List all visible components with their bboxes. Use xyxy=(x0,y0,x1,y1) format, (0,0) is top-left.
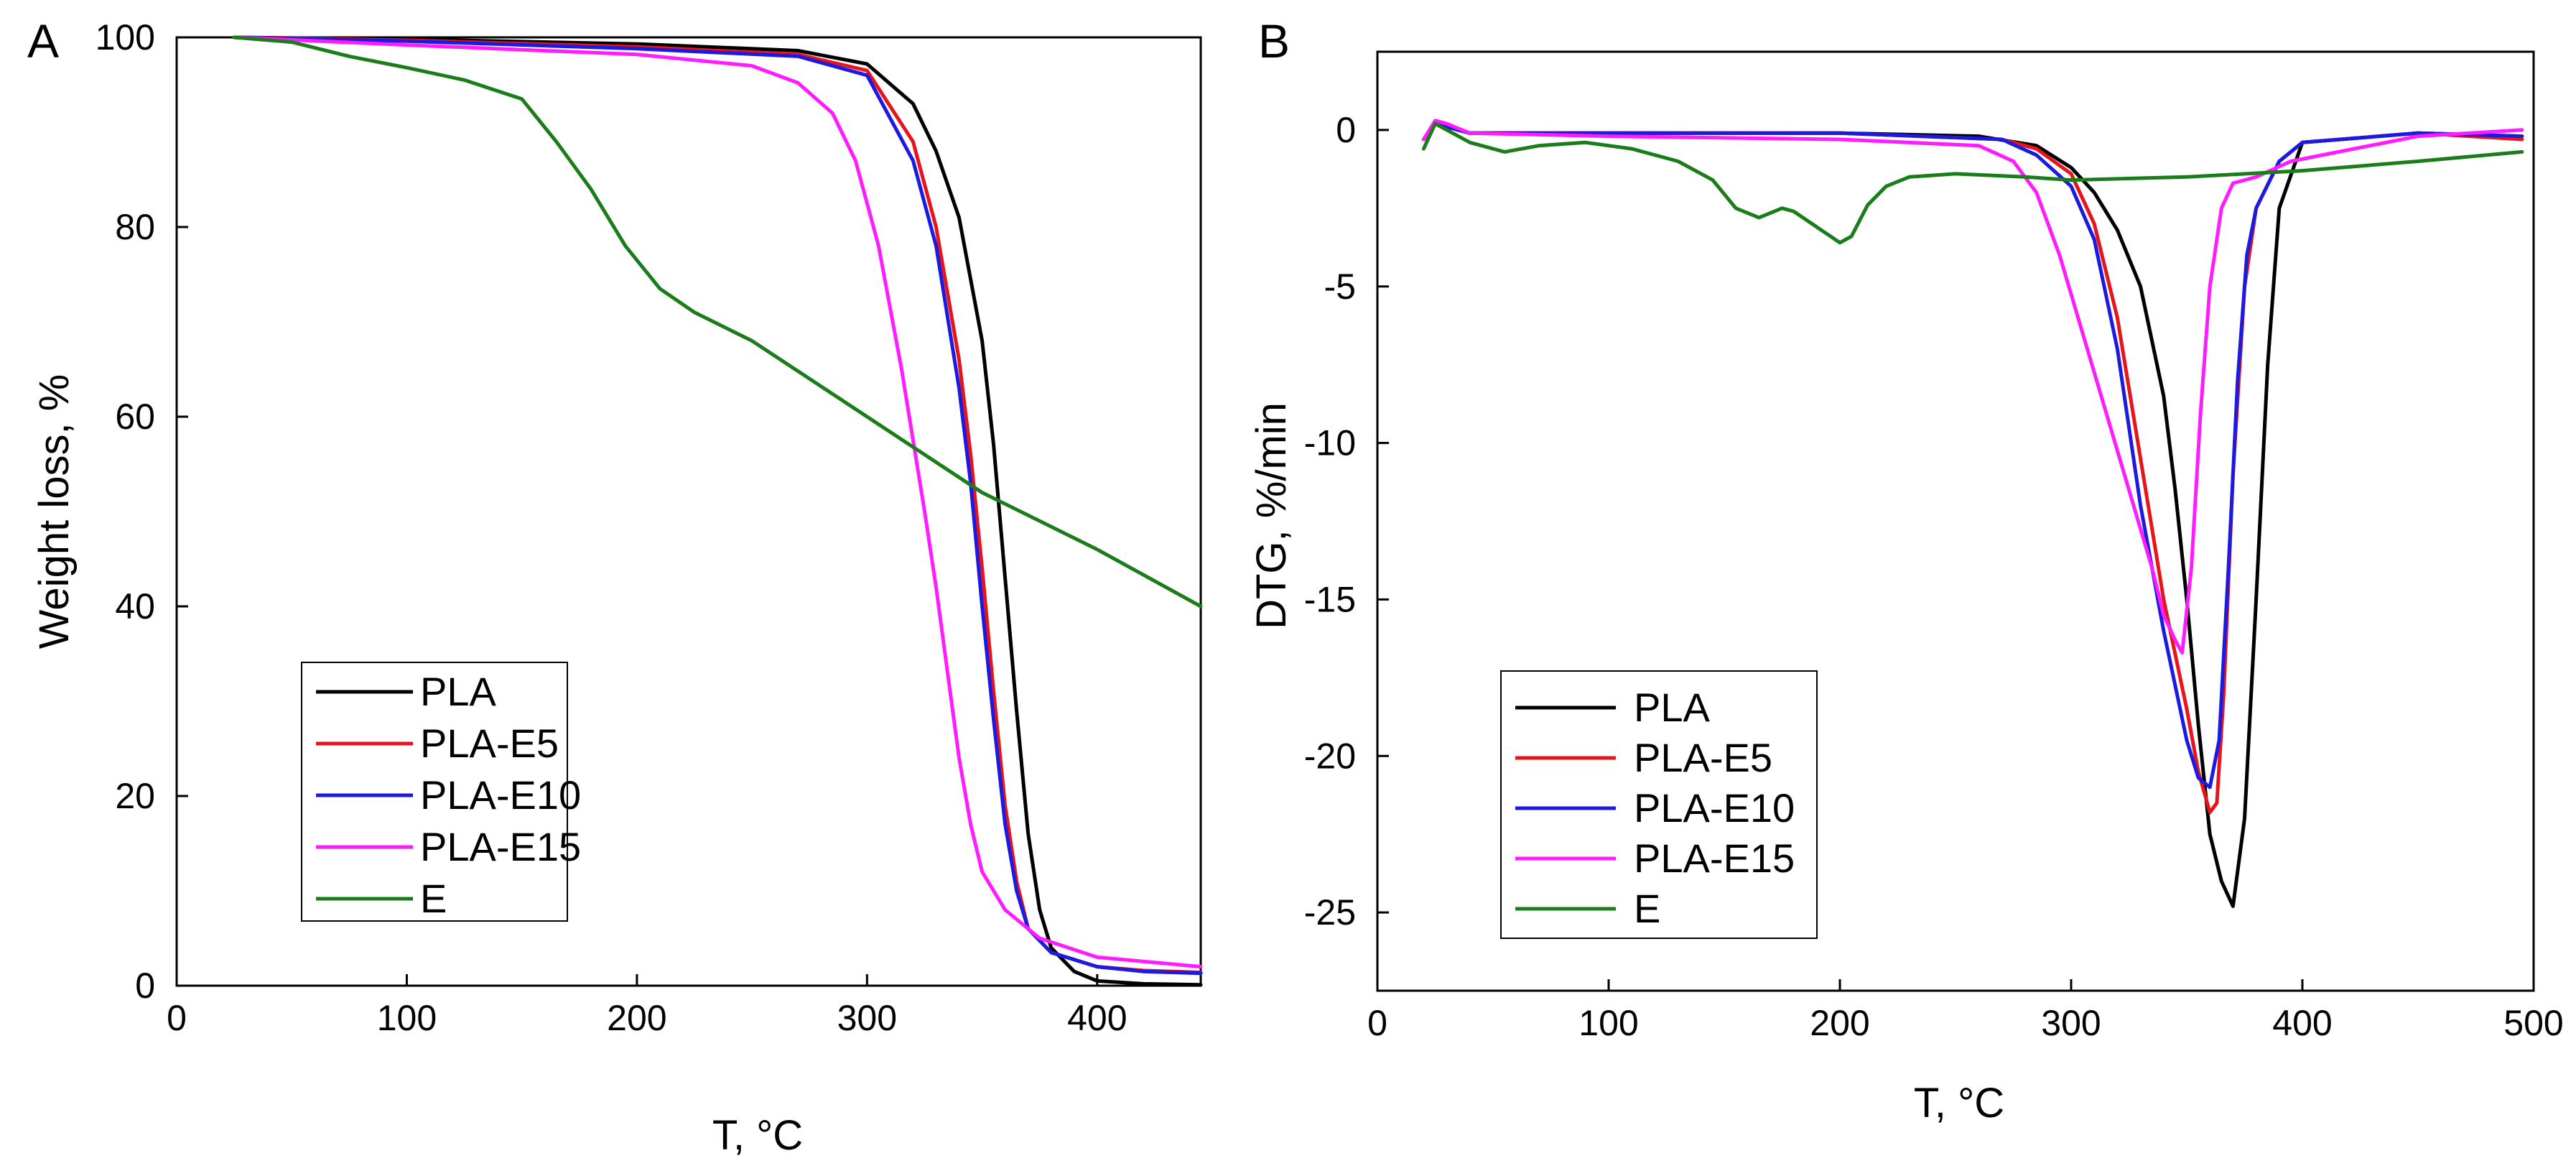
panel-b-legend-label-e: E xyxy=(1634,886,1660,931)
panel-a-legend-box xyxy=(301,662,568,922)
panel-a-y-tick-label: 100 xyxy=(96,17,155,57)
panel-a-ticks: 0 100 200 300 400 0 20 40 60 80 100 xyxy=(96,17,1127,1038)
panel-b-plot-frame xyxy=(1376,50,2535,992)
panel-a-legend-label-pla: PLA xyxy=(420,669,496,714)
panel-a-legend-label-pla-e5: PLA-E5 xyxy=(420,721,559,766)
panel-b-legend-box xyxy=(1500,670,1818,939)
panel-a-legend: PLA PLA-E5 PLA-E10 PLA-E15 E xyxy=(301,662,581,922)
panel-b-x-tick-label: 500 xyxy=(2503,1003,2563,1043)
panel-a-y-tick-label: 60 xyxy=(115,397,155,437)
panel-b-legend: PLA PLA-E5 PLA-E10 PLA-E15 E xyxy=(1500,670,1818,939)
panel-a-x-axis-title: T, °C xyxy=(712,1112,803,1159)
panel-a-series-pla-line xyxy=(232,35,1203,987)
panel-a-x-tick-label: 100 xyxy=(377,998,437,1038)
panel-b-y-tick-label: 0 xyxy=(1336,110,1356,150)
panel-a-series-e-line xyxy=(232,35,1203,609)
panel-a-x-tick-label: 400 xyxy=(1067,998,1127,1038)
panel-b-ticks: 0 100 200 300 400 500 0 -5 -10 -15 -20 -25 xyxy=(1304,110,2564,1043)
panel-a-x-tick-label: 0 xyxy=(167,998,187,1038)
panel-a-y-tick-label: 80 xyxy=(115,207,155,247)
panel-b-legend-label-pla-e10: PLA-E10 xyxy=(1634,785,1795,830)
panel-b-x-tick-label: 400 xyxy=(2272,1003,2332,1043)
panel-a-x-tick-label: 300 xyxy=(837,998,897,1038)
panel-a-y-tick-label: 20 xyxy=(115,776,155,816)
panel-b-y-tick-label: -20 xyxy=(1304,736,1356,776)
panel-b-x-tick-label: 0 xyxy=(1367,1003,1387,1043)
panel-a-plot-frame xyxy=(175,36,1202,987)
panel-a: A 0 100 200 300 400 0 20 40 60 80 100 T, °C Weight… xyxy=(27,14,1203,1159)
panel-b-series-e-line xyxy=(1421,121,2524,245)
panel-a-y-tick-label: 0 xyxy=(135,966,155,1006)
panel-a-y-axis-title: Weight loss, % xyxy=(31,374,78,649)
panel-b-y-tick-label: -10 xyxy=(1304,423,1356,463)
panel-a-legend-label-e: E xyxy=(420,876,447,921)
panel-b-series xyxy=(1421,119,2524,908)
panel-a-series xyxy=(232,35,1203,987)
panel-b-x-axis-title: T, °C xyxy=(1914,1080,2004,1126)
panel-b-x-tick-label: 300 xyxy=(2041,1003,2101,1043)
panel-b-series-pla-e15-line xyxy=(1421,119,2524,654)
panel-b-y-axis-title: DTG, %/min xyxy=(1248,402,1295,629)
panel-b-x-tick-label: 100 xyxy=(1578,1003,1638,1043)
panel-b-legend-label-pla-e5: PLA-E5 xyxy=(1634,735,1772,780)
panel-a-y-tick-label: 40 xyxy=(115,586,155,626)
panel-a-x-tick-label: 200 xyxy=(607,998,666,1038)
panel-b-legend-label-pla-e15: PLA-E15 xyxy=(1634,836,1795,881)
panel-a-letter: A xyxy=(27,14,59,68)
panel-b-y-tick-label: -5 xyxy=(1324,267,1356,307)
panel-a-series-pla-e15-line xyxy=(232,35,1203,969)
panel-b-legend-label-pla: PLA xyxy=(1634,685,1710,730)
panel-b-x-tick-label: 200 xyxy=(1810,1003,1869,1043)
panel-b-series-pla-e10-line xyxy=(1421,121,2524,790)
panel-b-y-tick-label: -15 xyxy=(1304,579,1356,619)
panel-b-y-tick-label: -25 xyxy=(1304,892,1356,933)
panel-a-series-pla-e10-line xyxy=(232,35,1203,976)
panel-a-legend-label-pla-e15: PLA-E15 xyxy=(420,824,581,869)
panel-a-legend-label-pla-e10: PLA-E10 xyxy=(420,772,581,818)
panel-b-letter: B xyxy=(1258,14,1290,68)
